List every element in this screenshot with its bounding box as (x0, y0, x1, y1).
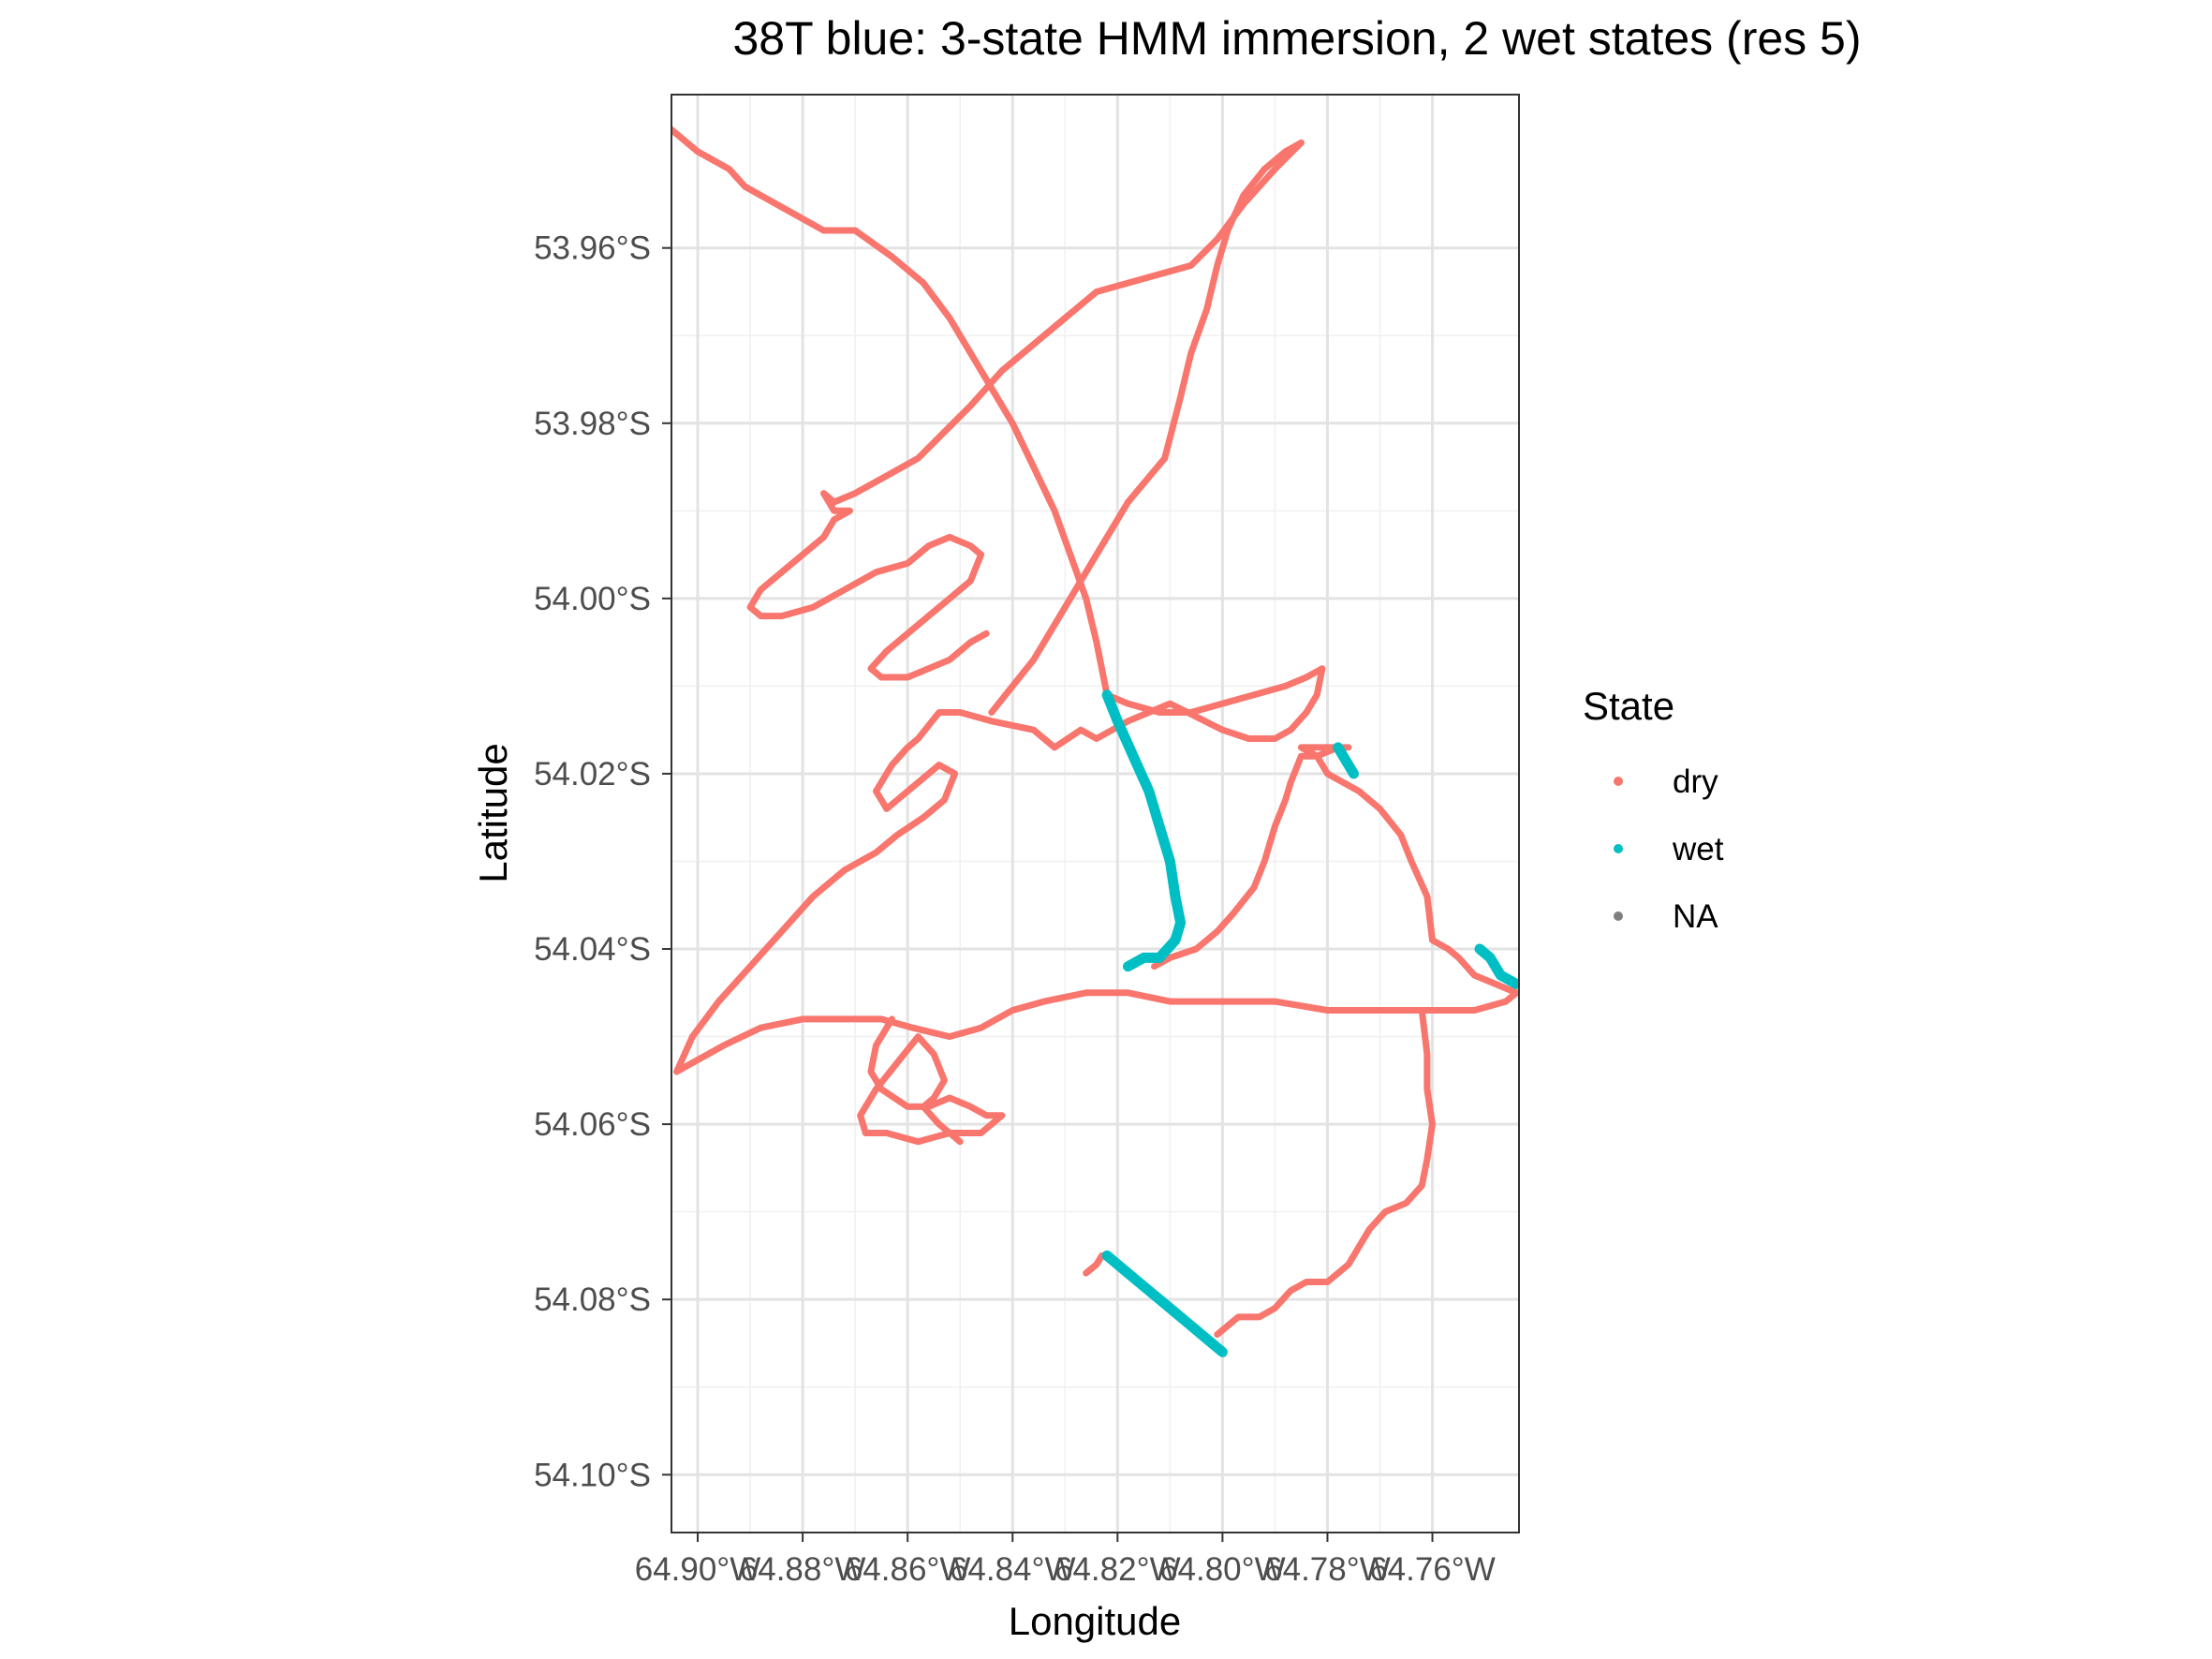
series-dry-track (1297, 744, 1519, 997)
y-axis-label: Latitude (471, 743, 515, 882)
y-tick-label: 53.96°S (534, 230, 651, 267)
legend-label-dry: dry (1673, 763, 1718, 800)
y-tick-label: 54.08°S (534, 1281, 651, 1318)
series-wet-track (1101, 689, 1187, 972)
legend-key-wet (1614, 844, 1623, 853)
series-dry-track (1083, 1252, 1105, 1277)
y-tick-label: 54.02°S (534, 756, 651, 792)
series-wet-track (1474, 943, 1519, 989)
x-tick-label: 64.76°W (1369, 1551, 1496, 1588)
series-dry-track (673, 700, 1519, 1075)
x-tick-label: 64.90°W (635, 1551, 761, 1588)
y-tick-label: 53.98°S (534, 406, 651, 442)
y-axis: 53.96°S 53.98°S 54.00°S 54.02°S 54.04°S 54.06… (534, 230, 671, 1493)
legend-label-na: NA (1673, 898, 1718, 935)
x-tick-label: 64.84°W (950, 1551, 1076, 1588)
chart-title: 38T blue: 3-state HMM immersion, 2 wet s… (732, 12, 1861, 65)
series-dry-track (746, 139, 1305, 681)
x-tick-label: 64.82°W (1054, 1551, 1181, 1588)
grid-minor (671, 95, 1519, 1533)
y-tick-label: 54.00°S (534, 581, 651, 617)
legend-label-wet: wet (1672, 831, 1724, 867)
series-wet-track (1101, 1250, 1228, 1357)
x-tick-label: 64.88°W (740, 1551, 866, 1588)
x-axis: 64.90°W64.88°W64.86°W64.84°W64.82°W64.80… (635, 1533, 1496, 1588)
grid-major (671, 95, 1519, 1533)
plot-border (671, 94, 1520, 1533)
y-tick-label: 54.04°S (534, 931, 651, 968)
series-dry-track (671, 125, 1111, 699)
y-tick-label: 54.10°S (534, 1457, 651, 1493)
legend-entries: dry wet NA (1614, 763, 1724, 935)
legend-key-na (1614, 911, 1623, 921)
x-tick-label: 64.80°W (1159, 1551, 1286, 1588)
series-wet-track (1333, 742, 1359, 779)
series-dry-track (1214, 1007, 1436, 1339)
series-dry-track (1161, 139, 1305, 462)
series-layer (671, 125, 1519, 1357)
x-axis-label: Longitude (1009, 1599, 1182, 1643)
series-dry-track (1103, 665, 1326, 742)
series-dry-track (857, 1015, 1006, 1146)
series-dry-track (1151, 744, 1342, 970)
x-tick-label: 64.86°W (845, 1551, 971, 1588)
legend-key-dry (1614, 777, 1623, 786)
plot-panel (671, 95, 1519, 1533)
series-dry-track (988, 454, 1169, 716)
legend-title: State (1583, 684, 1674, 728)
y-tick-label: 54.06°S (534, 1106, 651, 1143)
x-tick-label: 64.78°W (1264, 1551, 1391, 1588)
legend: State dry wet NA (1583, 684, 1724, 935)
